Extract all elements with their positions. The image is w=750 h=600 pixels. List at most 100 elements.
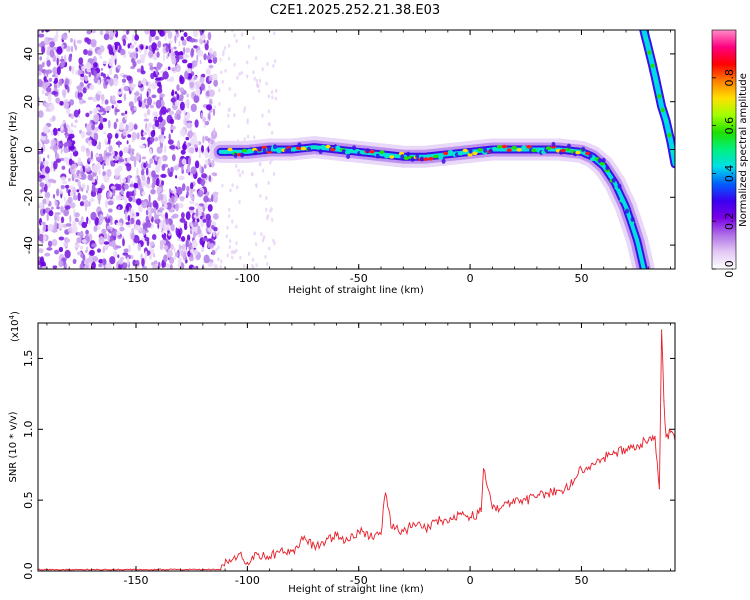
noise-speck — [38, 227, 41, 237]
noise-speck — [141, 191, 146, 196]
noise-speck — [178, 94, 184, 100]
noise-speck — [175, 64, 181, 73]
noise-speck — [99, 115, 104, 124]
noise-speck — [54, 214, 58, 222]
echo2-blob — [660, 107, 665, 113]
echo-fringe — [441, 158, 446, 164]
snr-point — [625, 448, 627, 450]
noise-speck — [80, 73, 85, 77]
noise-speck — [122, 252, 129, 256]
noise-speck — [228, 207, 231, 212]
noise-speck — [175, 227, 178, 236]
noise-speck — [125, 221, 131, 225]
echo-fringe — [581, 146, 586, 152]
echo-blob — [403, 156, 409, 160]
noise-speck — [183, 223, 188, 231]
noise-speck — [48, 210, 54, 217]
noise-speck — [51, 206, 54, 210]
noise-speck — [157, 81, 162, 87]
noise-speck — [122, 30, 127, 33]
noise-speck — [133, 159, 137, 168]
noise-speck — [50, 166, 53, 172]
noise-speck — [112, 77, 119, 87]
echo-fringe — [253, 150, 258, 156]
echo-blob — [379, 150, 385, 154]
noise-speck — [85, 131, 92, 136]
snr-scale-prefix: (x10 — [10, 319, 21, 342]
noise-speck — [179, 128, 186, 137]
echo-fringe — [551, 141, 556, 147]
noise-speck — [129, 52, 136, 59]
noise-speck — [226, 253, 229, 258]
noise-speck — [166, 249, 173, 259]
noise-speck — [209, 53, 215, 58]
noise-speck — [116, 100, 123, 104]
echo-fringe — [601, 157, 606, 163]
echo2-blob — [667, 133, 672, 138]
noise-speck — [115, 109, 120, 113]
noise-speck — [176, 186, 183, 195]
noise-speck — [45, 166, 50, 174]
echo-blob — [325, 144, 331, 149]
noise-speck — [181, 59, 188, 64]
noise-speck — [207, 204, 213, 212]
noise-speck — [74, 217, 78, 222]
noise-speck — [136, 59, 142, 64]
noise-speck — [105, 152, 112, 157]
snr-point — [220, 569, 222, 571]
noise-speck — [174, 91, 178, 95]
noise-speck — [268, 246, 271, 251]
noise-speck — [261, 238, 265, 243]
noise-speck — [52, 74, 56, 78]
snr-y-ticks: 0.0 0.5 1.0 1.5 — [22, 350, 675, 580]
noise-speck — [116, 64, 121, 70]
noise-speck — [231, 219, 234, 224]
snr-point — [424, 527, 427, 530]
snr-ytick-label: 0.5 — [22, 491, 35, 509]
noise-speck — [83, 49, 88, 55]
noise-speck — [122, 38, 126, 47]
noise-speck — [127, 43, 131, 49]
noise-speck — [185, 100, 190, 108]
noise-speck — [156, 211, 163, 216]
snr-frame — [37, 322, 676, 572]
spectrogram-ytick-label: -20 — [22, 188, 35, 206]
noise-speck — [272, 172, 276, 176]
noise-speck — [105, 146, 108, 150]
noise-speck — [177, 141, 180, 148]
noise-speck — [144, 236, 150, 242]
noise-speck — [224, 68, 227, 73]
noise-speck — [214, 105, 216, 109]
noise-speck — [152, 111, 159, 118]
snr-point — [280, 549, 282, 551]
snr-marks — [38, 329, 675, 571]
noise-speck — [42, 208, 46, 215]
noise-speck — [176, 113, 181, 121]
noise-speck — [118, 259, 124, 265]
snr-point — [447, 522, 449, 524]
noise-speck — [169, 145, 176, 150]
noise-speck — [54, 221, 58, 229]
noise-speck — [54, 212, 61, 216]
snr-ytick-label: 1.0 — [22, 421, 35, 439]
noise-speck — [69, 185, 74, 191]
noise-speck — [212, 231, 216, 238]
spectrogram-ytick-label: 40 — [22, 47, 35, 61]
echo-blob — [227, 147, 233, 152]
noise-speck — [156, 146, 163, 154]
echo-blob — [222, 150, 228, 155]
noise-speck — [55, 97, 61, 104]
noise-speck — [80, 131, 86, 139]
noise-speck — [61, 165, 66, 170]
noise-speck — [74, 90, 79, 99]
noise-speck — [179, 87, 185, 93]
echo-fringe — [566, 143, 571, 149]
snr-point — [654, 435, 656, 437]
noise-speck — [240, 70, 243, 75]
echo-blob — [599, 161, 606, 166]
noise-speck — [81, 183, 86, 190]
noise-speck — [144, 30, 150, 35]
noise-speck — [201, 145, 204, 153]
noise-speck — [117, 254, 120, 259]
noise-speck — [118, 206, 121, 210]
